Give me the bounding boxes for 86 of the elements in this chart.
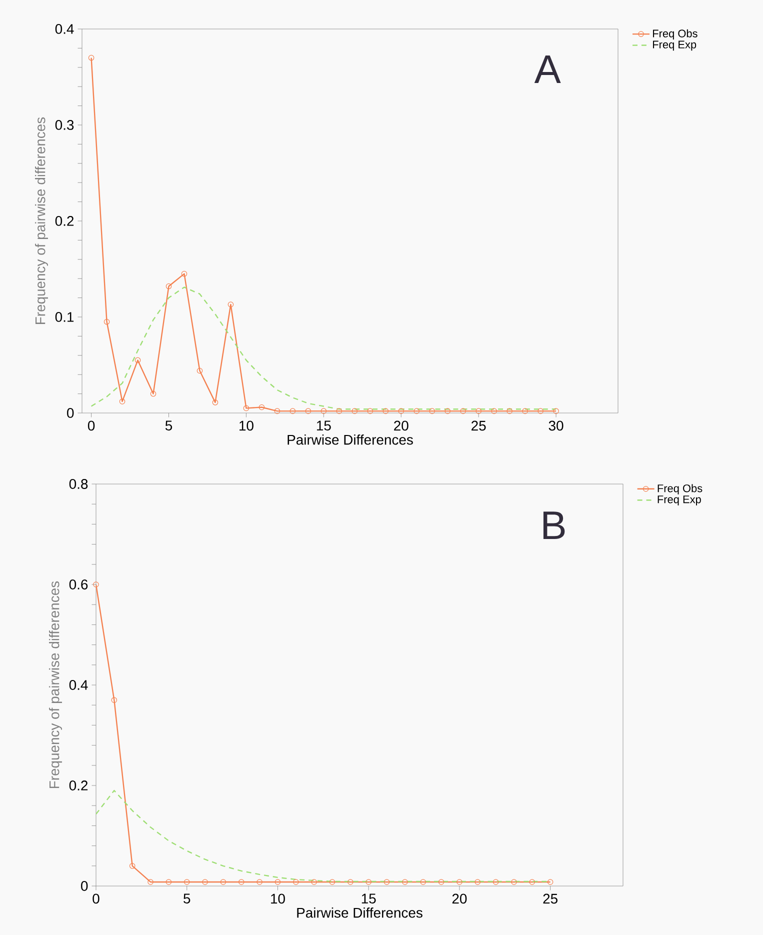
point (456, 879, 462, 885)
legend-label: Freq Obs (653, 29, 698, 40)
point (166, 283, 172, 290)
point (438, 879, 444, 885)
x-tick-label: 0 (92, 894, 100, 904)
x-tick-label: 20 (452, 894, 467, 904)
x-tick-label: 10 (240, 420, 254, 431)
point (274, 879, 281, 885)
point (305, 408, 312, 414)
annotation: B (543, 512, 565, 540)
legend-label: Freq Exp (658, 496, 701, 506)
point (196, 368, 203, 374)
x-tick-label: 25 (543, 894, 558, 904)
point (348, 879, 354, 885)
x-tick-label: 15 (362, 894, 376, 904)
point (258, 404, 265, 410)
point (511, 879, 517, 885)
y-tick-label: 0.8 (69, 479, 88, 489)
point (238, 879, 244, 885)
x-tick-label: 10 (271, 894, 285, 904)
point (492, 879, 499, 885)
point (538, 408, 544, 414)
point (522, 408, 528, 414)
y-tick-label: 0.6 (69, 580, 88, 590)
point (184, 879, 190, 885)
y-tick-label: 0 (81, 881, 88, 891)
y-tick-label: 0.4 (55, 24, 74, 34)
point (367, 408, 374, 414)
point (228, 302, 234, 308)
point (366, 879, 372, 885)
point (202, 879, 208, 885)
point (336, 408, 342, 414)
point (290, 408, 296, 414)
legend-label: Freq Obs (658, 484, 702, 494)
x-tick-label: 5 (184, 894, 190, 904)
y-tick-label: 0 (67, 408, 74, 418)
point (506, 408, 512, 414)
point (150, 390, 156, 397)
point (129, 863, 136, 869)
point (460, 408, 466, 414)
y-axis-title: Frequency of pairwise differences (34, 117, 48, 324)
x-tick-label: 5 (165, 420, 172, 430)
point (256, 879, 262, 885)
point (111, 697, 118, 703)
point (384, 879, 390, 885)
point (414, 408, 420, 414)
point (402, 879, 408, 885)
x-tick-label: 15 (316, 420, 331, 430)
annotation: A (534, 56, 561, 83)
point (181, 270, 188, 277)
point (293, 879, 299, 885)
y-tick-label: 0.3 (55, 120, 74, 130)
point (243, 405, 250, 412)
y-axis-title: Frequency of pairwise differences (48, 581, 62, 788)
point (444, 408, 450, 414)
point (104, 318, 110, 325)
point (352, 408, 358, 414)
x-tick-label: 0 (88, 420, 95, 431)
y-tick-label: 0.4 (69, 680, 88, 690)
x-axis-title: Pairwise Differences (288, 434, 413, 445)
point (311, 879, 317, 885)
x-tick-label: 25 (472, 420, 486, 431)
point (420, 879, 426, 885)
y-tick-label: 0.2 (55, 216, 74, 226)
point (320, 408, 327, 414)
point (220, 879, 226, 885)
point (119, 398, 126, 404)
point (134, 357, 141, 364)
point (476, 408, 482, 414)
y-tick-label: 0.2 (69, 780, 88, 790)
legend-label: Freq Exp (653, 40, 696, 51)
point (398, 408, 404, 414)
y-tick-label: 0.1 (55, 312, 74, 322)
point (212, 400, 218, 406)
point (274, 408, 280, 414)
x-axis-title: Pairwise Differences (297, 907, 422, 918)
point (329, 879, 336, 885)
x-tick-label: 20 (394, 420, 408, 431)
point (382, 408, 389, 414)
point (429, 408, 435, 414)
point (529, 879, 536, 885)
point (474, 879, 481, 885)
point (148, 879, 154, 885)
point (491, 408, 497, 414)
point (166, 879, 172, 885)
x-tick-label: 30 (548, 420, 564, 431)
